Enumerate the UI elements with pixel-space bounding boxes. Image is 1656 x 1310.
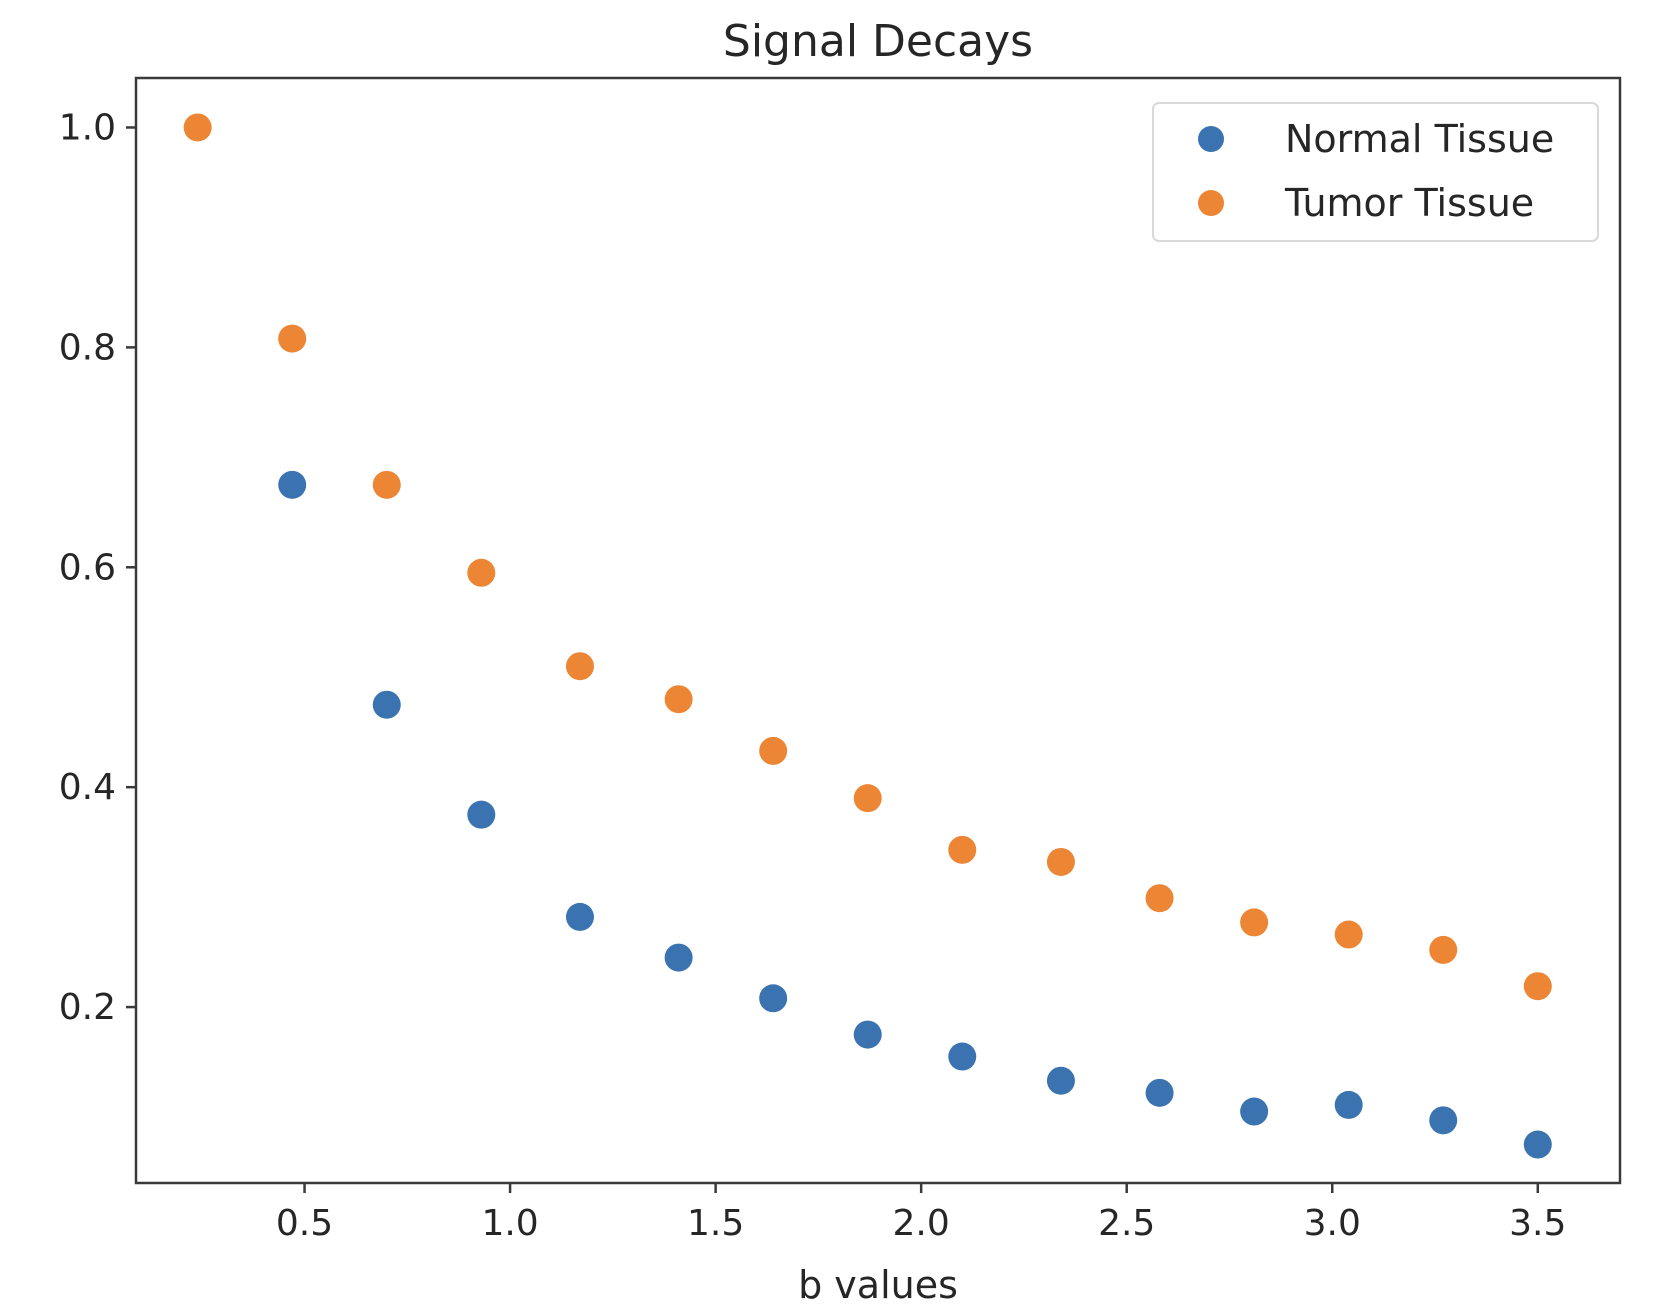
data-point-tumor-tissue — [1334, 920, 1363, 949]
y-tick-label: 0.6 — [59, 547, 116, 588]
data-point-tumor-tissue — [183, 113, 212, 142]
y-axis: 0.2 0.4 0.6 0.8 1.0 — [59, 107, 136, 1028]
data-point-normal-tissue — [948, 1042, 977, 1071]
data-point-normal-tissue — [467, 800, 496, 829]
x-axis-label: b values — [798, 1263, 958, 1307]
legend: Normal Tissue Tumor Tissue — [1152, 102, 1599, 242]
data-point-normal-tissue — [664, 943, 693, 972]
x-tick-label: 1.0 — [481, 1203, 538, 1244]
data-point-tumor-tissue — [565, 652, 594, 681]
y-tick-label: 1.0 — [59, 107, 116, 148]
data-point-normal-tissue — [1240, 1097, 1269, 1126]
data-point-tumor-tissue — [1429, 935, 1458, 964]
y-tick-label: 0.2 — [59, 987, 116, 1028]
x-tick-label: 1.5 — [687, 1203, 744, 1244]
x-tick-label: 2.5 — [1098, 1203, 1155, 1244]
data-point-normal-tissue — [1145, 1078, 1174, 1107]
series-normal-tissue — [278, 470, 1552, 1159]
data-point-tumor-tissue — [1046, 847, 1075, 876]
legend-label-tumor-tissue: Tumor Tissue — [1284, 181, 1534, 225]
data-point-normal-tissue — [1046, 1066, 1075, 1095]
data-point-tumor-tissue — [467, 558, 496, 587]
data-point-tumor-tissue — [1145, 884, 1174, 913]
data-point-tumor-tissue — [1523, 972, 1552, 1001]
data-point-normal-tissue — [565, 902, 594, 931]
data-point-normal-tissue — [759, 984, 788, 1013]
data-point-tumor-tissue — [1240, 908, 1269, 937]
x-tick-label: 3.5 — [1509, 1203, 1566, 1244]
data-point-tumor-tissue — [664, 685, 693, 714]
x-axis: 0.5 1.0 1.5 2.0 2.5 3.0 3.5 — [276, 1183, 1566, 1244]
data-point-tumor-tissue — [278, 324, 307, 353]
data-point-tumor-tissue — [948, 835, 977, 864]
y-tick-label: 0.8 — [59, 327, 116, 368]
y-tick-label: 0.4 — [59, 767, 116, 808]
chart-title: Signal Decays — [723, 16, 1033, 67]
data-point-tumor-tissue — [853, 784, 882, 813]
plot-area-frame — [134, 76, 1622, 1185]
series-tumor-tissue — [183, 113, 1552, 1001]
data-point-normal-tissue — [372, 690, 401, 719]
data-point-normal-tissue — [278, 470, 307, 499]
legend-label-normal-tissue: Normal Tissue — [1285, 117, 1554, 161]
data-point-normal-tissue — [1429, 1106, 1458, 1135]
legend-marker-tumor-tissue — [1198, 190, 1224, 216]
data-point-tumor-tissue — [372, 470, 401, 499]
data-point-normal-tissue — [853, 1020, 882, 1049]
x-tick-label: 3.0 — [1304, 1203, 1361, 1244]
x-tick-label: 2.0 — [893, 1203, 950, 1244]
legend-box — [1152, 102, 1599, 242]
data-point-normal-tissue — [1334, 1090, 1363, 1119]
legend-marker-normal-tissue — [1198, 126, 1224, 152]
data-point-normal-tissue — [1523, 1130, 1552, 1159]
x-tick-label: 0.5 — [276, 1203, 333, 1244]
data-point-tumor-tissue — [759, 736, 788, 765]
data-points — [183, 113, 1552, 1159]
